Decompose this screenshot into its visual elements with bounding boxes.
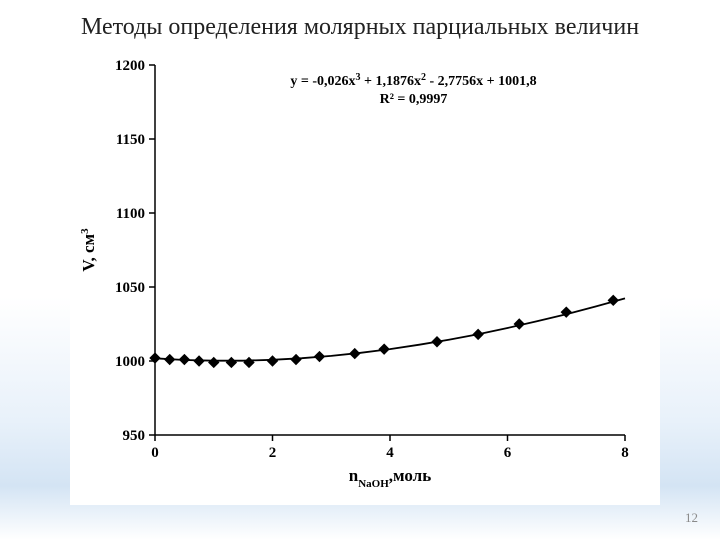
page-number: 12: [685, 510, 698, 526]
svg-text:0: 0: [151, 445, 159, 461]
svg-text:4: 4: [386, 445, 394, 461]
svg-text:V, см3: V, см3: [79, 228, 98, 272]
svg-text:1000: 1000: [115, 354, 145, 370]
svg-text:1150: 1150: [116, 132, 145, 148]
svg-text:nNaOH,моль: nNaOH,моль: [349, 466, 431, 490]
svg-text:1200: 1200: [115, 58, 145, 74]
svg-text:y = -0,026x3 + 1,1876x2 - 2,77: y = -0,026x3 + 1,1876x2 - 2,7756x + 1001…: [290, 72, 536, 90]
svg-text:950: 950: [123, 428, 146, 444]
svg-text:R² = 0,9997: R² = 0,9997: [380, 92, 448, 107]
slide-title: Методы определения молярных парциальных …: [0, 14, 720, 41]
svg-text:1100: 1100: [116, 206, 145, 222]
svg-text:1050: 1050: [115, 280, 145, 296]
slide-root: { "title": "Методы определения молярных …: [0, 0, 720, 540]
svg-text:2: 2: [269, 445, 277, 461]
svg-text:8: 8: [621, 445, 629, 461]
chart-container: 950 1000 1050 1100 1150 1200 0 2 4 6 8 V, см3 nNaOH,…: [70, 55, 660, 505]
chart-svg: 950 1000 1050 1100 1150 1200 0 2 4 6 8 V, см3 nNaOH,…: [70, 55, 660, 505]
svg-text:6: 6: [504, 445, 512, 461]
